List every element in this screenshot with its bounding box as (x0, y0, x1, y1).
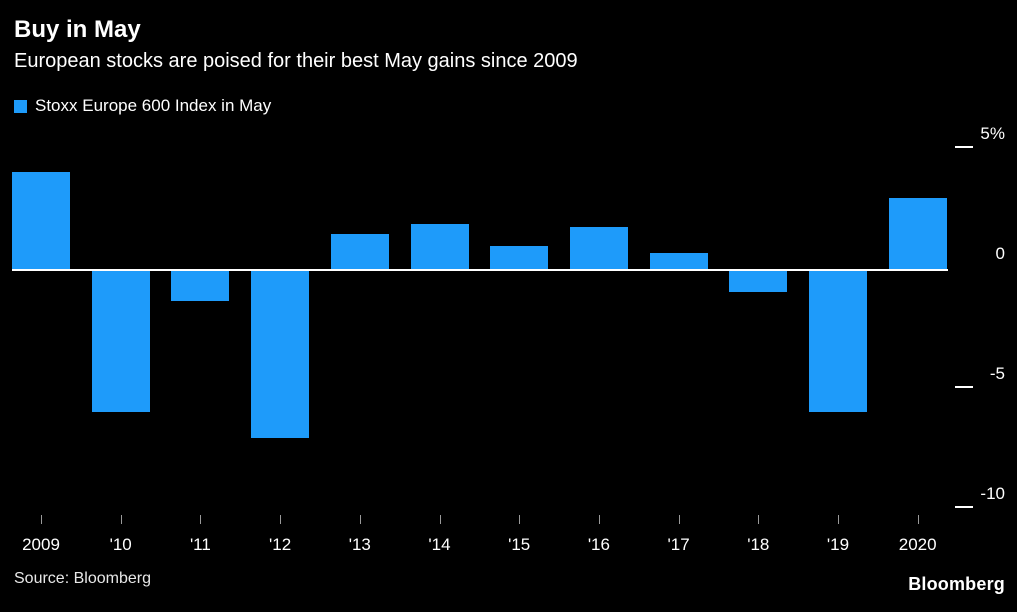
x-axis-label: '14 (428, 535, 451, 554)
bar (729, 270, 788, 292)
bar (330, 234, 389, 270)
x-axis-label: '13 (348, 535, 371, 554)
chart-subtitle: European stocks are poised for their bes… (14, 50, 578, 72)
bar (569, 226, 628, 270)
x-axis-tick (917, 515, 919, 524)
chart-title: Buy in May (14, 16, 141, 43)
legend-swatch-icon (14, 99, 27, 113)
y-axis-label: -10 (980, 484, 1005, 503)
x-axis-label: '17 (667, 535, 690, 554)
x-axis-tick (200, 515, 202, 524)
source-note: Source: Bloomberg (14, 570, 151, 587)
bar (809, 270, 867, 412)
y-axis-tick (955, 146, 973, 148)
x-axis-label: 2009 (22, 535, 60, 554)
legend-label: Stoxx Europe 600 Index in May (35, 96, 272, 115)
bar (91, 270, 150, 412)
x-axis-label: '10 (109, 535, 132, 554)
zero-axis-line (12, 269, 948, 271)
y-axis-label: 0 (995, 244, 1005, 263)
x-axis-label: '19 (826, 535, 850, 554)
y-axis-label: 5% (980, 124, 1005, 143)
bar (12, 171, 70, 270)
bloomberg-logo: Bloomberg (908, 574, 1005, 594)
x-axis-label: '12 (269, 535, 292, 554)
x-axis-tick (598, 515, 600, 524)
x-axis-tick (41, 515, 42, 524)
y-axis-label: -5 (989, 364, 1005, 383)
x-axis-label: '16 (587, 535, 610, 554)
x-axis-label: '18 (747, 535, 770, 554)
x-axis-tick (519, 515, 521, 524)
x-axis-tick (120, 515, 122, 524)
bar (251, 270, 310, 438)
legend: Stoxx Europe 600 Index in May (14, 96, 271, 116)
x-axis-label: '15 (508, 535, 531, 554)
x-axis-label: '11 (189, 535, 211, 554)
bar (649, 253, 708, 270)
y-axis-tick (955, 386, 973, 388)
bar (171, 270, 230, 302)
x-axis-tick (280, 515, 282, 524)
x-axis-tick (359, 515, 361, 524)
x-axis-tick (838, 515, 839, 524)
x-axis-tick (758, 515, 760, 524)
x-axis-tick (439, 515, 441, 524)
x-axis-label: 2020 (898, 535, 937, 554)
x-axis-tick (678, 515, 680, 524)
y-axis-tick (955, 506, 973, 508)
bar (410, 224, 469, 270)
bar (490, 246, 549, 270)
bar (888, 198, 947, 270)
